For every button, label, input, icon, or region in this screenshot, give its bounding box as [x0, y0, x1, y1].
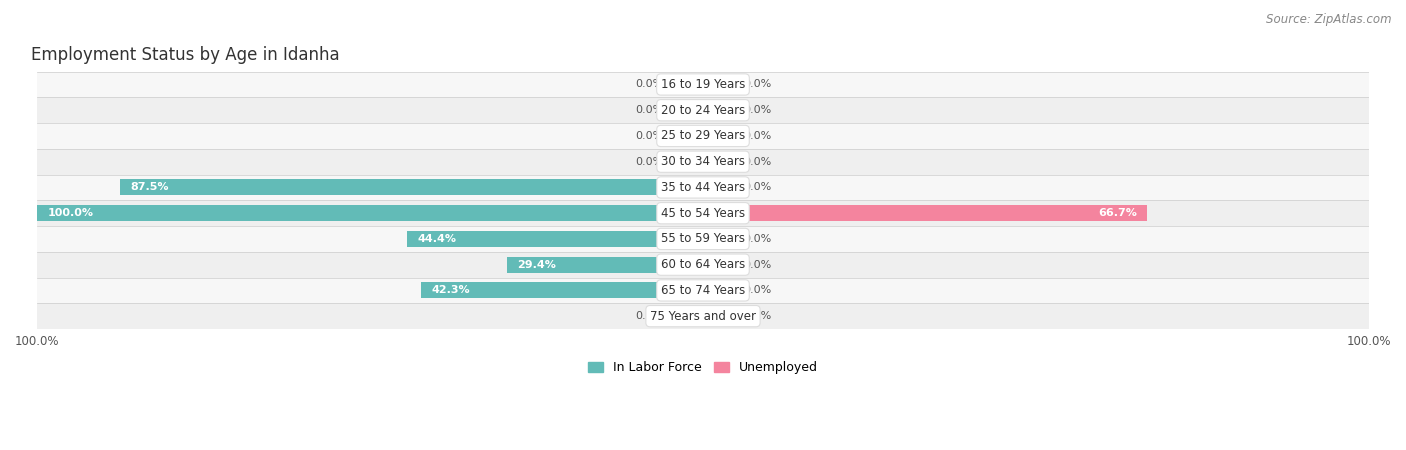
Bar	[37, 149, 1369, 175]
Text: 65 to 74 Years: 65 to 74 Years	[661, 284, 745, 297]
Text: 0.0%: 0.0%	[634, 157, 664, 166]
Bar	[37, 200, 1369, 226]
Text: 0.0%: 0.0%	[742, 285, 772, 295]
Text: 45 to 54 Years: 45 to 54 Years	[661, 207, 745, 220]
Text: 0.0%: 0.0%	[742, 260, 772, 270]
Text: 0.0%: 0.0%	[742, 80, 772, 90]
Bar	[703, 102, 737, 118]
Bar	[703, 308, 737, 324]
Bar	[703, 256, 737, 273]
Text: 0.0%: 0.0%	[742, 182, 772, 193]
Bar	[669, 308, 703, 324]
Bar	[669, 128, 703, 144]
Text: 75 Years and over: 75 Years and over	[650, 310, 756, 323]
Text: 87.5%: 87.5%	[131, 182, 169, 193]
Text: 66.7%: 66.7%	[1098, 208, 1137, 218]
Text: 100.0%: 100.0%	[48, 208, 93, 218]
Text: Employment Status by Age in Idanha: Employment Status by Age in Idanha	[31, 46, 339, 64]
Bar	[669, 102, 703, 118]
Bar	[703, 180, 737, 195]
Bar	[37, 72, 1369, 97]
Text: 35 to 44 Years: 35 to 44 Years	[661, 181, 745, 194]
Text: 55 to 59 Years: 55 to 59 Years	[661, 233, 745, 245]
Bar	[703, 231, 737, 247]
Text: 0.0%: 0.0%	[742, 157, 772, 166]
Text: 0.0%: 0.0%	[634, 105, 664, 115]
Text: 29.4%: 29.4%	[517, 260, 557, 270]
Text: 0.0%: 0.0%	[742, 105, 772, 115]
Text: 0.0%: 0.0%	[634, 311, 664, 321]
Text: 25 to 29 Years: 25 to 29 Years	[661, 130, 745, 143]
Bar	[703, 128, 737, 144]
Text: 0.0%: 0.0%	[742, 311, 772, 321]
Bar	[703, 205, 1147, 221]
Text: 0.0%: 0.0%	[742, 234, 772, 244]
Bar	[37, 226, 1369, 252]
Legend: In Labor Force, Unemployed: In Labor Force, Unemployed	[583, 356, 823, 379]
Text: 20 to 24 Years: 20 to 24 Years	[661, 104, 745, 117]
Bar	[37, 97, 1369, 123]
Bar	[37, 205, 703, 221]
Text: 42.3%: 42.3%	[432, 285, 470, 295]
Text: 60 to 64 Years: 60 to 64 Years	[661, 258, 745, 271]
Bar	[121, 180, 703, 195]
Bar	[37, 123, 1369, 149]
Text: 16 to 19 Years: 16 to 19 Years	[661, 78, 745, 91]
Bar	[508, 256, 703, 273]
Bar	[669, 154, 703, 170]
Bar	[422, 283, 703, 298]
Bar	[37, 252, 1369, 278]
Bar	[703, 76, 737, 92]
Text: Source: ZipAtlas.com: Source: ZipAtlas.com	[1267, 14, 1392, 27]
Bar	[669, 76, 703, 92]
Text: 0.0%: 0.0%	[634, 80, 664, 90]
Bar	[37, 303, 1369, 329]
Bar	[408, 231, 703, 247]
Text: 0.0%: 0.0%	[742, 131, 772, 141]
Bar	[703, 283, 737, 298]
Text: 0.0%: 0.0%	[634, 131, 664, 141]
Bar	[37, 278, 1369, 303]
Bar	[703, 154, 737, 170]
Text: 30 to 34 Years: 30 to 34 Years	[661, 155, 745, 168]
Text: 44.4%: 44.4%	[418, 234, 457, 244]
Bar	[37, 175, 1369, 200]
